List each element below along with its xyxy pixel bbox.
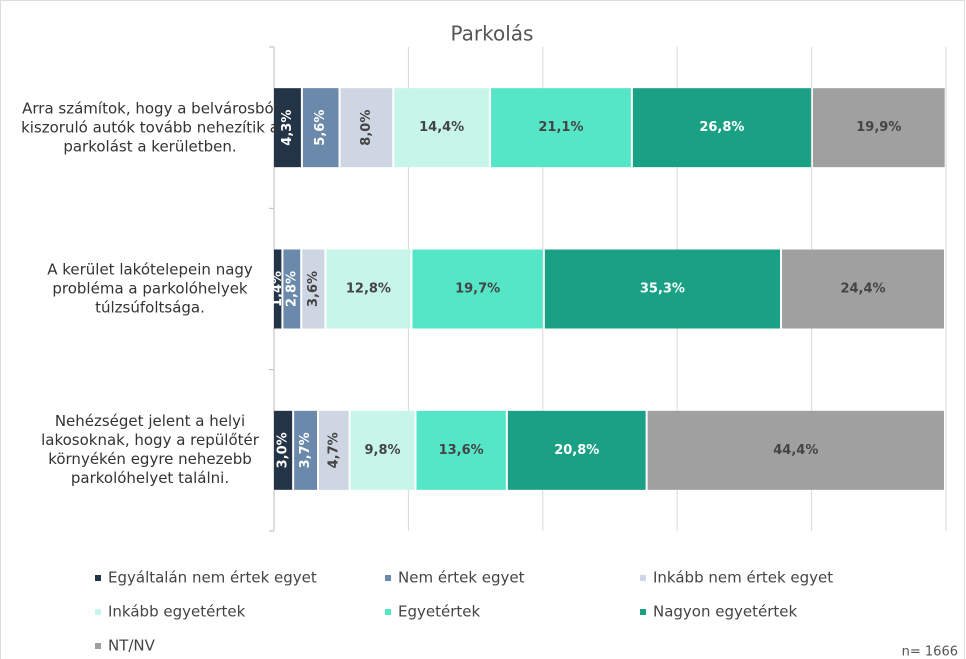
- data-label: 14,4%: [419, 120, 464, 135]
- legend-swatch: [640, 575, 646, 581]
- legend-swatch: [640, 609, 646, 615]
- bar-segment: [283, 249, 301, 329]
- legend-label: Egyetértek: [398, 603, 480, 621]
- data-label: 26,8%: [699, 120, 744, 135]
- bar-segment: [350, 410, 415, 490]
- bar-segment: [416, 410, 506, 490]
- legend-label: Inkább nem értek egyet: [653, 569, 833, 587]
- bar-segment: [274, 88, 301, 168]
- data-label: 8,0%: [359, 110, 374, 146]
- bar-segment: [632, 88, 811, 168]
- legend-swatch: [95, 575, 101, 581]
- bar-segment: [274, 249, 282, 329]
- bar-segment: [326, 249, 411, 329]
- data-label: 4,7%: [326, 432, 341, 468]
- bar-segment: [302, 249, 325, 329]
- data-label: 12,8%: [346, 282, 391, 297]
- bar-segment: [491, 88, 631, 168]
- data-label: 2,8%: [284, 271, 299, 307]
- bar-segment: [340, 88, 393, 168]
- data-label: 3,0%: [276, 432, 291, 468]
- bar-segment: [274, 410, 293, 490]
- data-label: 19,7%: [455, 282, 500, 297]
- data-label: 20,8%: [554, 443, 599, 458]
- data-label: 3,6%: [306, 271, 321, 307]
- legend-label: Egyáltalán nem értek egyet: [108, 569, 317, 587]
- legend-label: Nem értek egyet: [398, 569, 525, 587]
- bar-segment: [302, 88, 339, 168]
- data-label: 9,8%: [365, 443, 401, 458]
- data-label: 13,6%: [439, 443, 484, 458]
- legend-swatch: [95, 609, 101, 615]
- legend-label: Inkább egyetértek: [108, 603, 246, 621]
- annotation: n= 1666: [902, 645, 958, 659]
- data-label: 3,7%: [298, 432, 313, 468]
- bar-segment: [507, 410, 646, 490]
- bar-segment: [394, 88, 490, 168]
- data-label: 5,6%: [313, 110, 328, 146]
- category-label: Nehézséget jelent a helyi lakosoknak, ho…: [41, 412, 259, 488]
- data-label: 1,4%: [270, 271, 285, 307]
- legend-label: Nagyon egyetértek: [653, 603, 798, 621]
- bar-segment: [544, 249, 781, 329]
- legend-swatch: [385, 575, 391, 581]
- data-label: 19,9%: [856, 120, 901, 135]
- category-label: Arra számítok, hogy a belvárosból kiszor…: [21, 99, 279, 156]
- legend-label: NT/NV: [108, 637, 156, 655]
- legend-swatch: [95, 643, 101, 649]
- bar-segment: [812, 88, 945, 168]
- category-label: A kerület lakótelepein nagy probléma a p…: [47, 260, 253, 317]
- bar-segment: [782, 249, 944, 329]
- legend-swatch: [385, 609, 391, 615]
- chart-title: Parkolás: [451, 22, 534, 46]
- data-label: 4,3%: [280, 110, 295, 146]
- bar-segment: [294, 410, 318, 490]
- data-label: 44,4%: [773, 443, 818, 458]
- data-label: 24,4%: [840, 282, 885, 297]
- data-label: 35,3%: [640, 282, 685, 297]
- bar-segment: [647, 410, 944, 490]
- data-label: 21,1%: [538, 120, 583, 135]
- bar-segment: [319, 410, 349, 490]
- bar-segment: [412, 249, 543, 329]
